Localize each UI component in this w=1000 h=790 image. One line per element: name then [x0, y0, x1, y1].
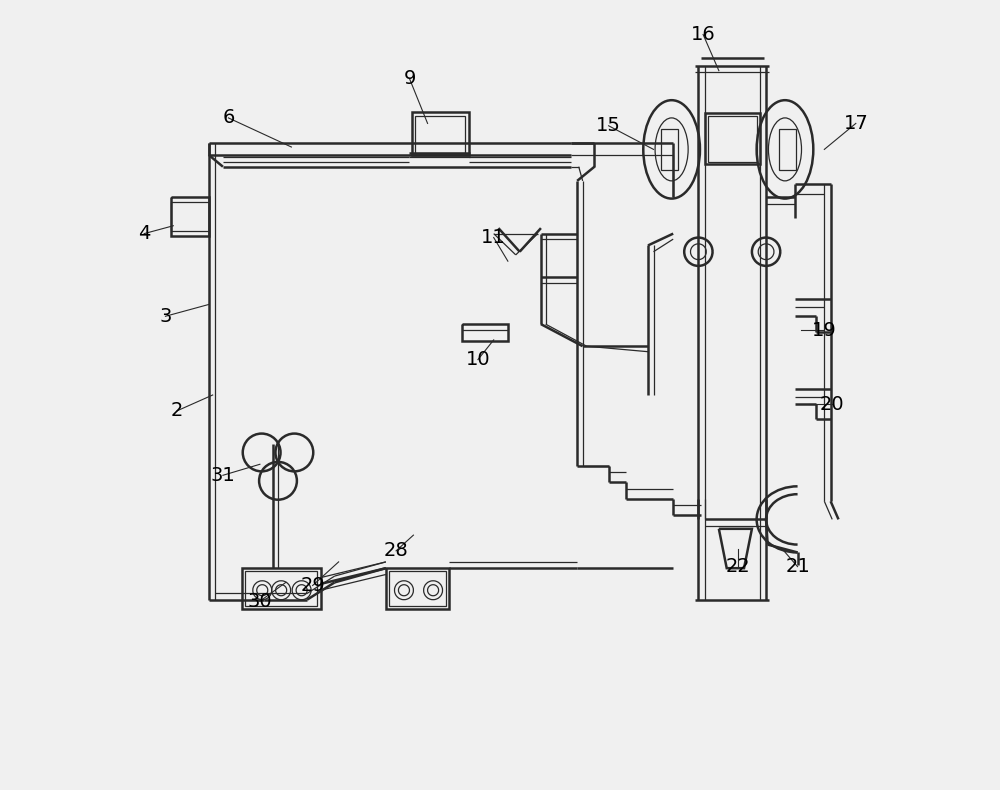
Bar — [708, 116, 757, 162]
Text: 9: 9 — [403, 69, 416, 88]
Text: 22: 22 — [725, 557, 750, 576]
Text: 19: 19 — [812, 321, 837, 340]
Text: 4: 4 — [138, 224, 150, 243]
Text: 10: 10 — [466, 350, 490, 369]
Text: 17: 17 — [843, 114, 868, 133]
Text: 2: 2 — [171, 401, 183, 420]
Bar — [705, 113, 760, 164]
Text: 15: 15 — [596, 116, 621, 135]
Text: 6: 6 — [222, 108, 235, 127]
Bar — [386, 568, 449, 609]
Text: 11: 11 — [481, 228, 506, 247]
Bar — [389, 571, 446, 606]
Bar — [415, 115, 465, 153]
Text: 3: 3 — [159, 307, 172, 325]
Bar — [412, 111, 469, 155]
Bar — [242, 568, 321, 609]
Bar — [245, 571, 317, 606]
Text: 21: 21 — [785, 557, 810, 576]
Bar — [661, 129, 678, 170]
Text: 28: 28 — [384, 541, 408, 560]
Text: 30: 30 — [248, 592, 272, 611]
Text: 20: 20 — [820, 395, 845, 414]
Bar — [779, 129, 796, 170]
Text: 29: 29 — [300, 576, 325, 595]
Text: 16: 16 — [691, 25, 715, 44]
Text: 31: 31 — [211, 466, 235, 485]
